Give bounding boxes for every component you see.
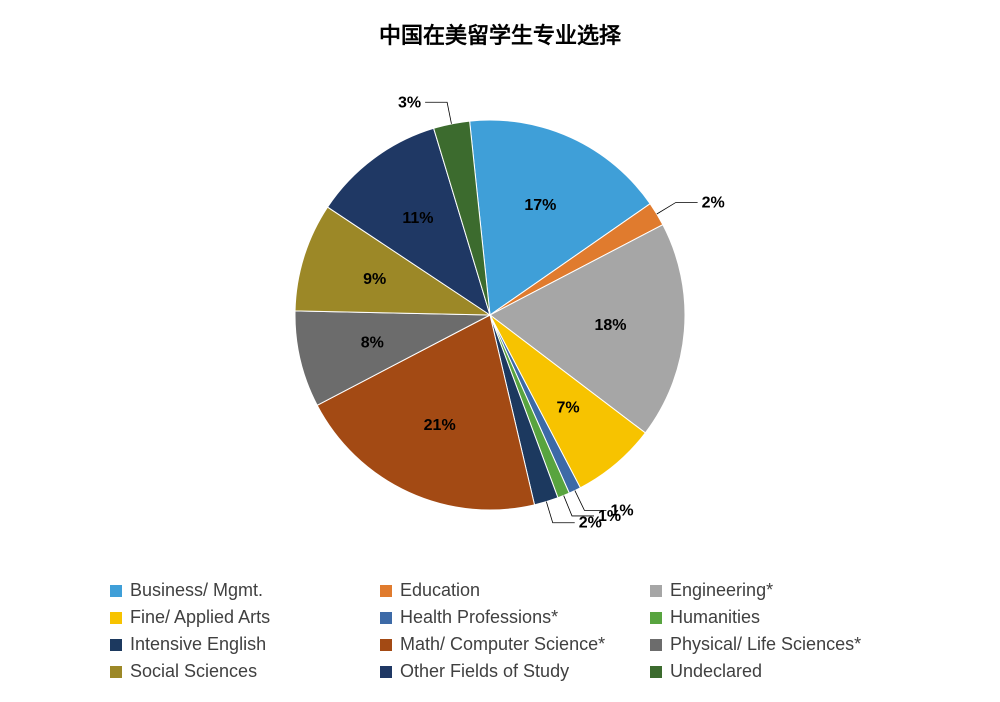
- slice-label: 3%: [398, 94, 421, 111]
- legend-swatch: [380, 666, 392, 678]
- slice-label: 9%: [363, 271, 386, 288]
- legend-swatch: [110, 639, 122, 651]
- legend-swatch: [110, 612, 122, 624]
- legend-label: Other Fields of Study: [400, 661, 569, 682]
- legend-swatch: [650, 612, 662, 624]
- legend-item: Undeclared: [650, 661, 910, 682]
- legend-item: Humanities: [650, 607, 910, 628]
- slice-label: 18%: [594, 317, 626, 334]
- legend-label: Intensive English: [130, 634, 266, 655]
- slice-label: 21%: [424, 417, 456, 434]
- leader-line: [425, 102, 451, 124]
- legend-item: Social Sciences: [110, 661, 370, 682]
- legend-label: Undeclared: [670, 661, 762, 682]
- legend-label: Education: [400, 580, 480, 601]
- legend-item: Education: [380, 580, 640, 601]
- slice-label: 17%: [524, 197, 556, 214]
- slice-label: 2%: [579, 515, 602, 532]
- legend-swatch: [110, 666, 122, 678]
- legend-item: Math/ Computer Science*: [380, 634, 640, 655]
- slice-label: 11%: [402, 210, 433, 227]
- legend-swatch: [380, 585, 392, 597]
- legend-label: Math/ Computer Science*: [400, 634, 605, 655]
- legend-swatch: [650, 639, 662, 651]
- legend-item: Business/ Mgmt.: [110, 580, 370, 601]
- legend-swatch: [110, 585, 122, 597]
- legend-label: Engineering*: [670, 580, 773, 601]
- legend-swatch: [650, 585, 662, 597]
- legend-label: Fine/ Applied Arts: [130, 607, 270, 628]
- legend-label: Humanities: [670, 607, 760, 628]
- slice-label: 2%: [702, 195, 725, 212]
- chart-title: 中国在美留学生专业选择: [0, 18, 1000, 50]
- legend-item: Engineering*: [650, 580, 910, 601]
- legend-swatch: [380, 612, 392, 624]
- pie-chart: 17%2%18%7%1%1%2%21%8%9%11%3%: [230, 60, 770, 560]
- legend-label: Business/ Mgmt.: [130, 580, 263, 601]
- legend-label: Physical/ Life Sciences*: [670, 634, 861, 655]
- legend-label: Health Professions*: [400, 607, 558, 628]
- slice-label: 8%: [361, 335, 384, 352]
- legend-item: Other Fields of Study: [380, 661, 640, 682]
- chart-legend: Business/ Mgmt. Education Engineering* Fine…: [110, 580, 910, 682]
- legend-label: Social Sciences: [130, 661, 257, 682]
- legend-item: Fine/ Applied Arts: [110, 607, 370, 628]
- legend-swatch: [650, 666, 662, 678]
- chart-container: 中国在美留学生专业选择 17%2%18%7%1%1%2%21%8%9%11%3%…: [0, 0, 1000, 702]
- slice-label: 7%: [556, 399, 579, 416]
- legend-swatch: [380, 639, 392, 651]
- legend-item: Health Professions*: [380, 607, 640, 628]
- legend-item: Intensive English: [110, 634, 370, 655]
- leader-line: [657, 203, 698, 214]
- legend-item: Physical/ Life Sciences*: [650, 634, 910, 655]
